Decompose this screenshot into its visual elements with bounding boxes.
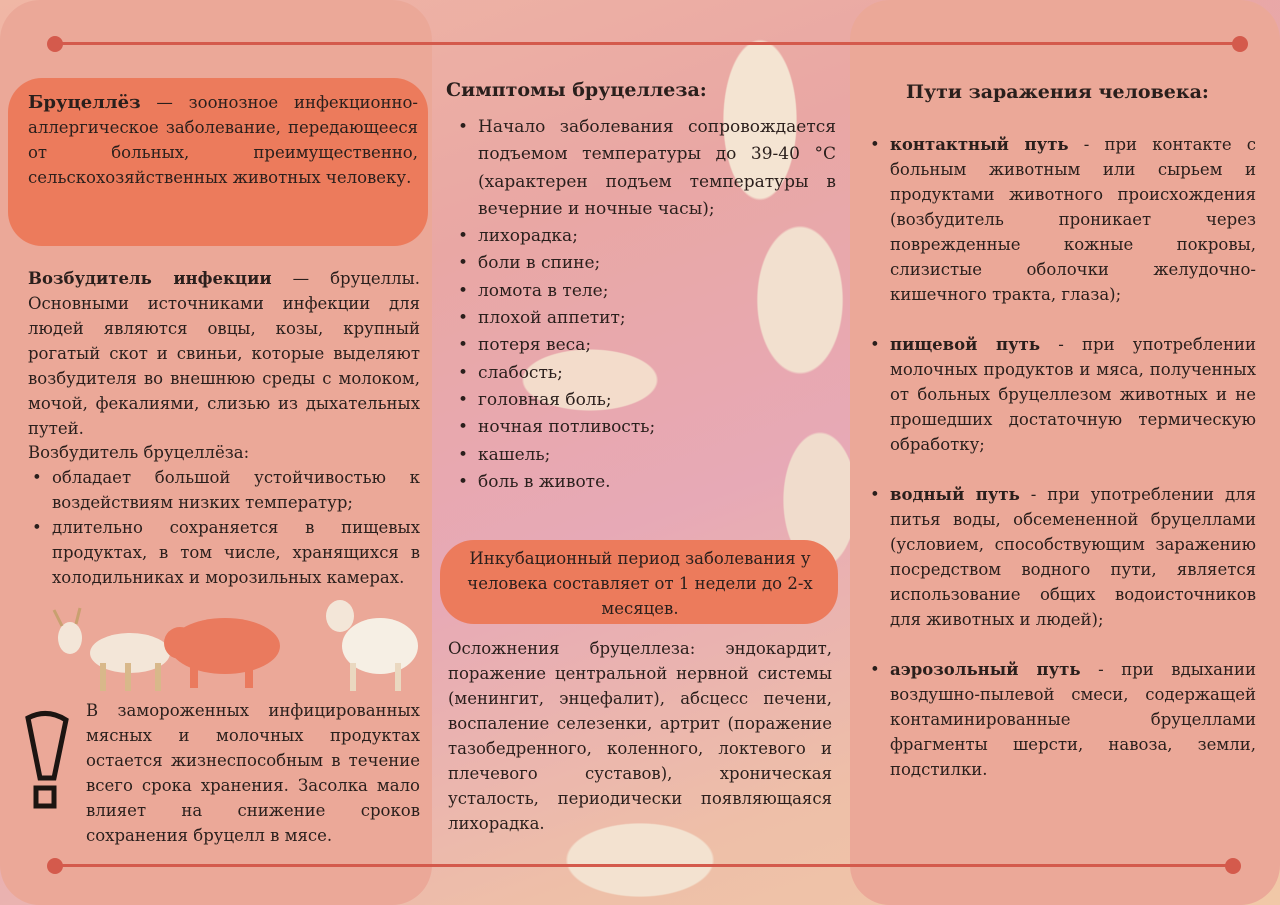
routes-list: контактный путь - при контакте с больным… (866, 132, 1256, 807)
definition: Бруцеллёз — зоонозное инфекционно-аллерг… (28, 92, 418, 187)
incubation-box (440, 540, 838, 624)
list-item: кашель; (454, 442, 836, 470)
animals-illustration (52, 600, 418, 691)
definition-term: Бруцеллёз (28, 92, 141, 113)
list-item: обладает большой устойчивостью к воздейс… (28, 465, 420, 515)
complications-text: Осложнения бруцеллеза: эндокардит, пораж… (448, 639, 832, 833)
pig-icon (164, 618, 280, 688)
list-item: лихорадка; (454, 223, 836, 251)
goat-icon (52, 607, 170, 691)
list-item: ночная потливость; (454, 414, 836, 442)
symptoms-list: Начало заболевания сопровождается подъем… (454, 114, 836, 496)
divider-dot (47, 858, 63, 874)
incubation-text: Инкубационный период заболевания у челов… (467, 549, 813, 618)
list-item: слабость; (454, 360, 836, 388)
top-divider (55, 42, 1240, 45)
symptoms-title: Симптомы бруцеллеза: (446, 79, 707, 101)
exclamation-icon (25, 711, 69, 809)
warning-text: В замороженных инфицированных мясных и м… (86, 701, 420, 845)
sheep-icon (326, 600, 418, 691)
list-item: потеря веса; (454, 332, 836, 360)
list-item: Начало заболевания сопровождается подъем… (454, 114, 836, 223)
list-item: головная боль; (454, 387, 836, 415)
route-aerosol: аэрозольный путь - при вдыхании воздушно… (866, 657, 1256, 782)
route-contact: контактный путь - при контакте с больным… (866, 132, 1256, 307)
agent-paragraph: Возбудитель инфекции — бруцеллы. Основны… (28, 269, 420, 438)
list-item: ломота в теле; (454, 278, 836, 306)
divider-dot (1232, 36, 1248, 52)
list-item: плохой аппетит; (454, 305, 836, 333)
list-item: длительно сохраняется в пищевых продукта… (28, 515, 420, 590)
bottom-divider (55, 864, 1240, 867)
route-food: пищевой путь - при употреблении молочных… (866, 332, 1256, 457)
divider-dot (47, 36, 63, 52)
agent-properties: Возбудитель бруцеллёза: обладает большой… (28, 440, 420, 590)
routes-title: Пути заражения человека: (906, 81, 1209, 103)
definition-box (8, 78, 428, 246)
divider-dot (1225, 858, 1241, 874)
list-item: боль в животе. (454, 469, 836, 497)
route-water: водный путь - при употреблении для питья… (866, 482, 1256, 632)
list-item: боли в спине; (454, 250, 836, 278)
